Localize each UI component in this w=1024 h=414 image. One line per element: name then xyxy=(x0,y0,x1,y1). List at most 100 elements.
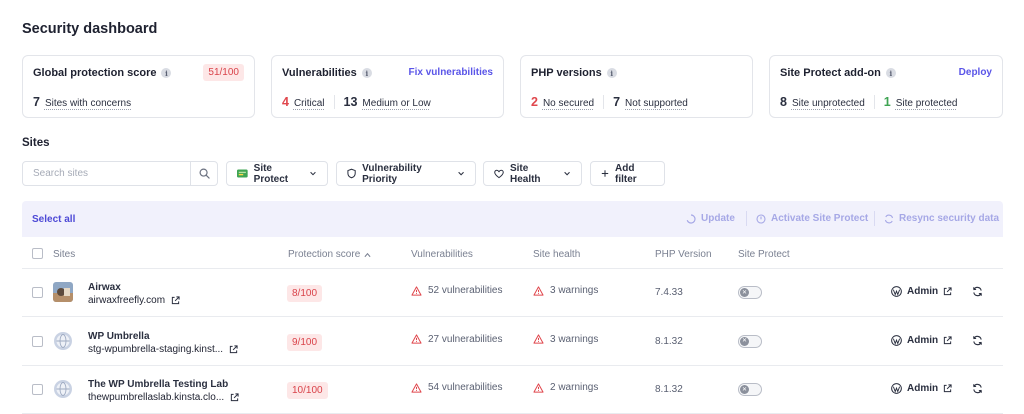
search-button[interactable] xyxy=(190,162,217,185)
wordpress-icon xyxy=(891,286,902,297)
site-protect-toggle[interactable]: ✕ xyxy=(738,383,762,396)
stat-divider xyxy=(333,95,335,109)
wp-admin-link[interactable]: Admin xyxy=(891,383,952,394)
site-protect-filter[interactable]: Site Protect xyxy=(226,161,328,186)
site-photo-icon xyxy=(53,282,73,302)
external-link-icon xyxy=(943,335,952,344)
vulnerabilities-count: 54 vulnerabilities xyxy=(428,382,503,393)
vulnerability-priority-filter[interactable]: Vulnerability Priority xyxy=(336,161,476,186)
site-unprotected-stat[interactable]: 8 Site unprotected xyxy=(780,95,865,109)
protection-score-badge: 10/100 xyxy=(287,382,328,399)
site-health-warnings: 2 warnings xyxy=(550,382,599,393)
sync-icon xyxy=(973,286,982,297)
resync-security-button[interactable]: Resync security data xyxy=(884,213,999,224)
site-health-cell[interactable]: 3 warnings xyxy=(533,285,598,296)
external-link-icon xyxy=(943,384,952,393)
external-link-icon[interactable] xyxy=(230,393,239,402)
plus-icon xyxy=(601,170,609,177)
php-version: 8.1.32 xyxy=(655,335,683,347)
site-protected-link[interactable]: Site protected xyxy=(895,98,958,109)
site-protect-logo-icon xyxy=(237,169,248,178)
site-url[interactable]: thewpumbrellaslab.kinsta.clo... xyxy=(88,392,239,403)
info-icon[interactable]: i xyxy=(161,68,172,78)
site-name[interactable]: Airwax xyxy=(88,282,121,293)
column-protection-score[interactable]: Protection score xyxy=(288,249,371,260)
medium-low-count: 13 xyxy=(343,95,358,109)
select-all-checkbox[interactable] xyxy=(32,248,43,259)
site-protected-count: 1 xyxy=(883,95,891,109)
fix-vulnerabilities-link[interactable]: Fix vulnerabilities xyxy=(408,67,493,78)
shield-check-icon xyxy=(756,213,766,224)
sites-with-concerns-stat[interactable]: 7 Sites with concerns xyxy=(33,95,131,109)
php-versions-title-text: PHP versions xyxy=(531,67,602,79)
info-icon[interactable]: i xyxy=(361,68,372,78)
sync-icon xyxy=(973,383,982,394)
vulnerabilities-cell[interactable]: 27 vulnerabilities xyxy=(411,334,503,345)
globe-icon xyxy=(54,331,72,350)
no-secured-stat[interactable]: 2 No secured xyxy=(531,95,594,109)
activate-site-protect-label: Activate Site Protect xyxy=(771,213,869,224)
critical-stat[interactable]: 4 Critical xyxy=(282,95,325,109)
vulnerabilities-count: 52 vulnerabilities xyxy=(428,285,503,296)
not-supported-count: 7 xyxy=(613,95,621,109)
site-thumbnail xyxy=(53,379,73,399)
column-protection-score-label: Protection score xyxy=(288,249,361,260)
search-box xyxy=(22,161,218,186)
info-icon[interactable]: i xyxy=(885,68,896,78)
chevron-down-icon xyxy=(458,171,464,176)
global-protection-title: Global protection score i xyxy=(33,67,172,79)
site-health-cell[interactable]: 3 warnings xyxy=(533,334,598,345)
select-all-button[interactable]: Select all xyxy=(32,214,76,225)
sites-with-concerns-link[interactable]: Sites with concerns xyxy=(44,98,132,109)
globe-icon xyxy=(54,380,72,398)
vulnerabilities-cell[interactable]: 52 vulnerabilities xyxy=(411,285,503,296)
site-protected-stat[interactable]: 1 Site protected xyxy=(884,95,958,109)
table-header: Sites Protection score Vulnerabilities S… xyxy=(22,237,1003,269)
site-unprotected-count: 8 xyxy=(780,95,787,109)
toolbar-divider xyxy=(746,211,747,226)
site-url-text: airwaxfreefly.com xyxy=(88,295,166,306)
critical-link[interactable]: Critical xyxy=(293,98,325,109)
wp-admin-link[interactable]: Admin xyxy=(891,286,952,297)
row-sync-button[interactable] xyxy=(972,335,983,349)
info-icon[interactable]: i xyxy=(606,68,617,78)
page-title: Security dashboard xyxy=(22,21,158,37)
external-link-icon[interactable] xyxy=(229,344,238,354)
site-url[interactable]: airwaxfreefly.com xyxy=(88,295,180,306)
row-checkbox[interactable] xyxy=(32,287,43,298)
warning-icon xyxy=(411,382,422,393)
row-checkbox[interactable] xyxy=(32,335,43,347)
external-link-icon[interactable] xyxy=(171,296,180,305)
wp-admin-link[interactable]: Admin xyxy=(891,335,952,346)
table-row: Airwax airwaxfreefly.com 8/100 52 vulner… xyxy=(22,269,1003,317)
row-sync-button[interactable] xyxy=(972,286,983,300)
site-thumbnail xyxy=(53,331,73,351)
column-sites: Sites xyxy=(53,249,76,260)
activate-site-protect-button[interactable]: Activate Site Protect xyxy=(756,213,868,224)
resync-security-label: Resync security data xyxy=(899,213,1000,224)
chevron-down-icon xyxy=(310,171,316,176)
row-sync-button[interactable] xyxy=(972,383,983,397)
not-supported-link[interactable]: Not supported xyxy=(625,98,688,109)
site-protect-toggle[interactable]: ✕ xyxy=(738,286,762,299)
medium-low-link[interactable]: Medium or Low xyxy=(362,98,431,109)
site-protect-toggle[interactable]: ✕ xyxy=(738,334,762,348)
site-unprotected-link[interactable]: Site unprotected xyxy=(791,98,865,109)
site-health-cell[interactable]: 2 warnings xyxy=(533,382,598,393)
global-protection-title-text: Global protection score xyxy=(33,67,157,79)
site-name[interactable]: The WP Umbrella Testing Lab xyxy=(88,379,229,390)
vulnerabilities-cell[interactable]: 54 vulnerabilities xyxy=(411,382,503,393)
site-url[interactable]: stg-wpumbrella-staging.kinst... xyxy=(88,344,238,355)
add-filter-button[interactable]: Add filter xyxy=(590,161,665,186)
site-health-warnings: 3 warnings xyxy=(550,285,599,296)
sites-section-title: Sites xyxy=(22,137,50,149)
no-secured-link[interactable]: No secured xyxy=(542,98,595,109)
update-button[interactable]: Update xyxy=(686,213,735,224)
site-health-filter[interactable]: Site Health xyxy=(483,161,582,186)
not-supported-stat[interactable]: 7 Not supported xyxy=(613,95,688,109)
medium-low-stat[interactable]: 13 Medium or Low xyxy=(344,95,431,109)
site-name[interactable]: WP Umbrella xyxy=(88,330,150,342)
deploy-link[interactable]: Deploy xyxy=(958,67,992,78)
row-checkbox[interactable] xyxy=(32,384,43,395)
search-input[interactable] xyxy=(23,162,190,185)
